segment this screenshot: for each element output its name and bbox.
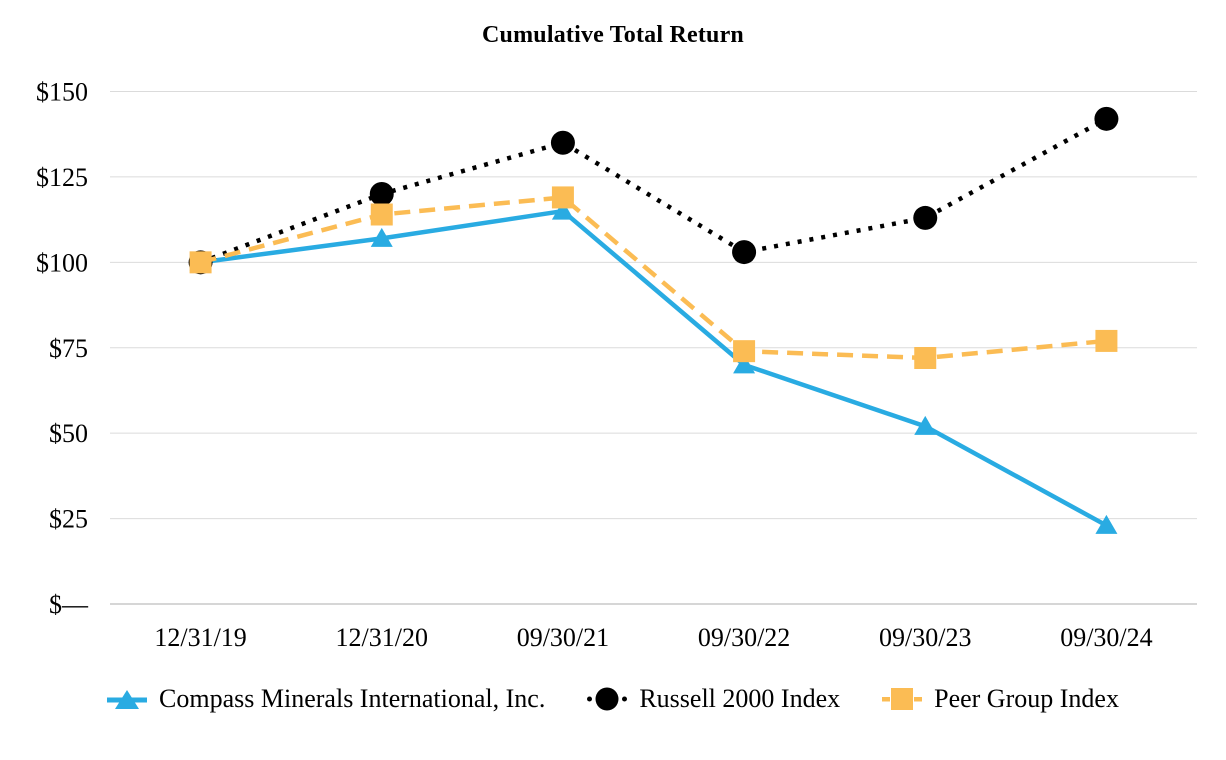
data-point-square-2: [1095, 329, 1118, 352]
chart-legend: Compass Minerals International, Inc. Rus…: [0, 684, 1226, 714]
data-point-triangle-0: [370, 227, 393, 247]
peer-dashed-square-icon: [882, 687, 923, 711]
data-point-triangle-0: [733, 354, 756, 374]
data-point-square-2: [914, 347, 937, 369]
x-axis-tick-label: 09/30/22: [698, 623, 790, 652]
legend-item-compass: Compass Minerals International, Inc.: [107, 684, 545, 714]
legend-label-peer: Peer Group Index: [934, 684, 1119, 713]
y-axis-tick-label: $125: [36, 163, 88, 192]
legend-item-peer: Peer Group Index: [882, 684, 1119, 714]
x-axis-tick-label: 12/31/20: [336, 623, 428, 652]
series-line-2: [200, 195, 1107, 361]
series-line-0: [200, 208, 1108, 528]
data-point-triangle-0: [551, 200, 574, 220]
data-point-circle-1: [550, 130, 575, 155]
data-point-square-2: [733, 340, 756, 363]
x-axis-tick-label: 09/30/21: [517, 623, 609, 652]
chart-plot-area: $— $25 $50 $75 $100 $125 $150 12/31/19 12/31/20 0…: [36, 78, 1197, 652]
russell-dotted-circle-icon: [587, 686, 628, 712]
x-axis-tick-label: 09/30/23: [879, 623, 971, 652]
chart-title: Cumulative Total Return: [482, 22, 744, 48]
data-point-circle-1: [369, 182, 394, 206]
legend-label-compass: Compass Minerals International, Inc.: [159, 684, 546, 713]
data-point-triangle-0: [914, 415, 937, 435]
data-point-circle-1: [1094, 106, 1119, 131]
y-axis-tick-label: $—: [49, 590, 89, 619]
series-line-1: [199, 116, 1108, 265]
y-axis-tick-label: $150: [36, 78, 88, 107]
compass-triangle-line-icon: [107, 687, 148, 711]
y-axis-tick-label: $25: [49, 505, 88, 534]
y-axis-tick-label: $50: [49, 419, 88, 448]
legend-label-russell: Russell 2000 Index: [639, 684, 841, 713]
y-axis-tick-label: $100: [36, 248, 88, 277]
legend-item-russell: Russell 2000 Index: [587, 684, 840, 714]
data-point-triangle-0: [1095, 514, 1118, 534]
data-point-square-2: [370, 203, 393, 226]
data-point-circle-1: [913, 205, 938, 230]
data-point-square-2: [189, 251, 212, 274]
data-point-circle-1: [732, 240, 757, 265]
x-axis-tick-label: 12/31/19: [154, 623, 246, 652]
data-point-square-2: [551, 186, 574, 209]
x-axis-tick-label: 09/30/24: [1060, 623, 1152, 652]
y-axis-tick-label: $75: [49, 334, 88, 363]
